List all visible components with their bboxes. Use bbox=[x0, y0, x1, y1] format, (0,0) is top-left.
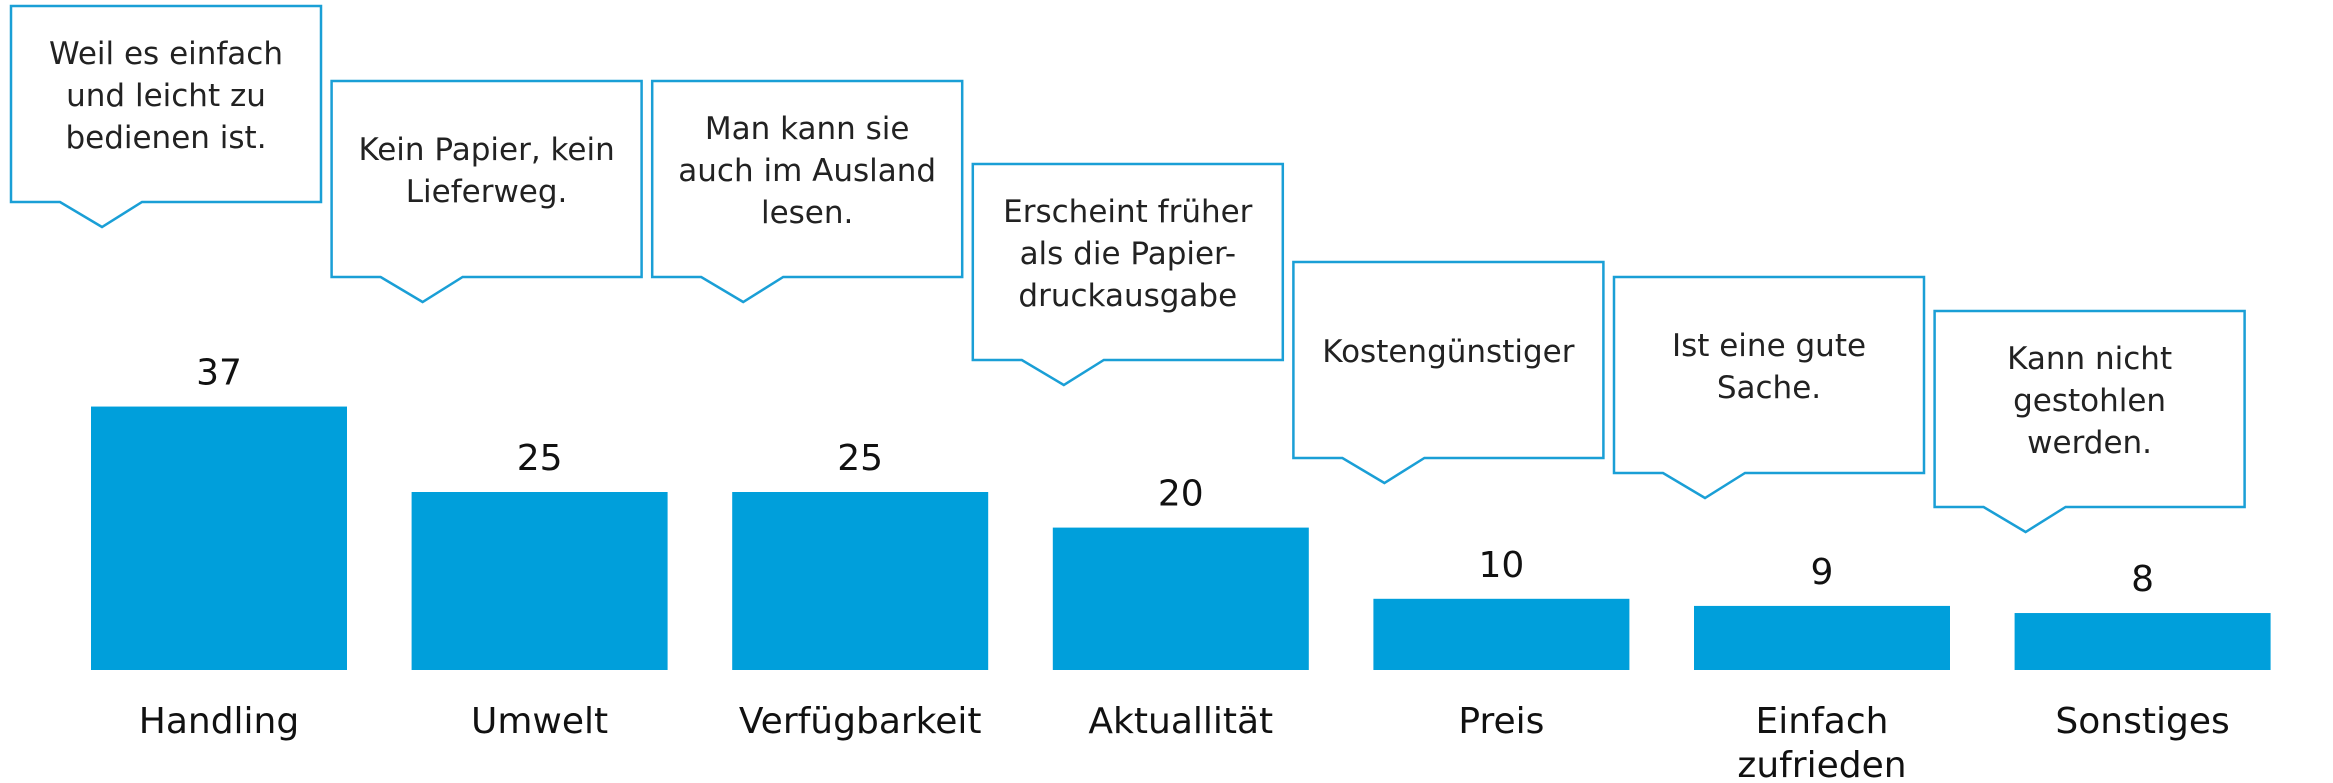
bar bbox=[732, 492, 989, 670]
bar bbox=[2014, 613, 2271, 670]
callout-text: Kostengünstiger bbox=[1322, 334, 1575, 370]
callout-box bbox=[1933, 309, 2246, 534]
callout-text: Kann nicht gestohlen werden. bbox=[2007, 341, 2173, 461]
value-label: 10 bbox=[1478, 545, 1524, 586]
callout-box bbox=[971, 162, 1285, 387]
x-tick-label: Handling bbox=[138, 701, 300, 742]
bar bbox=[1052, 527, 1309, 670]
callout-box bbox=[1292, 260, 1605, 485]
value-label: 25 bbox=[837, 438, 883, 479]
bar bbox=[411, 492, 668, 670]
x-tick-label: Verfügbarkeit bbox=[738, 701, 982, 742]
callout-text: Weil es einfach und leicht zu bedienen i… bbox=[49, 36, 283, 156]
x-tick-label: Preis bbox=[1458, 701, 1545, 742]
bar bbox=[1373, 598, 1630, 670]
bar bbox=[1694, 605, 1950, 670]
value-label: 20 bbox=[1158, 474, 1204, 515]
callout-box bbox=[9, 4, 323, 229]
x-tick-label: Sonstiges bbox=[2055, 701, 2230, 742]
value-label: 9 bbox=[1811, 552, 1834, 593]
callout-text: Erscheint früher als die Papier-druckaus… bbox=[1003, 194, 1253, 314]
x-tick-label: Umwelt bbox=[471, 701, 609, 742]
callout-box bbox=[1612, 275, 1926, 500]
callout-box bbox=[330, 79, 643, 304]
callout-text: Ist eine gute Sache. bbox=[1671, 328, 1867, 406]
bar bbox=[91, 406, 347, 670]
x-tick-label: Aktuallität bbox=[1088, 701, 1274, 742]
callout-text: Kein Papier, kein Lieferweg. bbox=[358, 132, 615, 210]
callout-text: Man kann sie auch im Ausland lesen. bbox=[678, 111, 937, 231]
value-label: 8 bbox=[2131, 559, 2154, 600]
value-label: 37 bbox=[196, 353, 242, 394]
value-label: 25 bbox=[517, 438, 563, 479]
x-tick-label: Einfach zufrieden bbox=[1737, 701, 1907, 783]
callout-box bbox=[650, 79, 964, 304]
